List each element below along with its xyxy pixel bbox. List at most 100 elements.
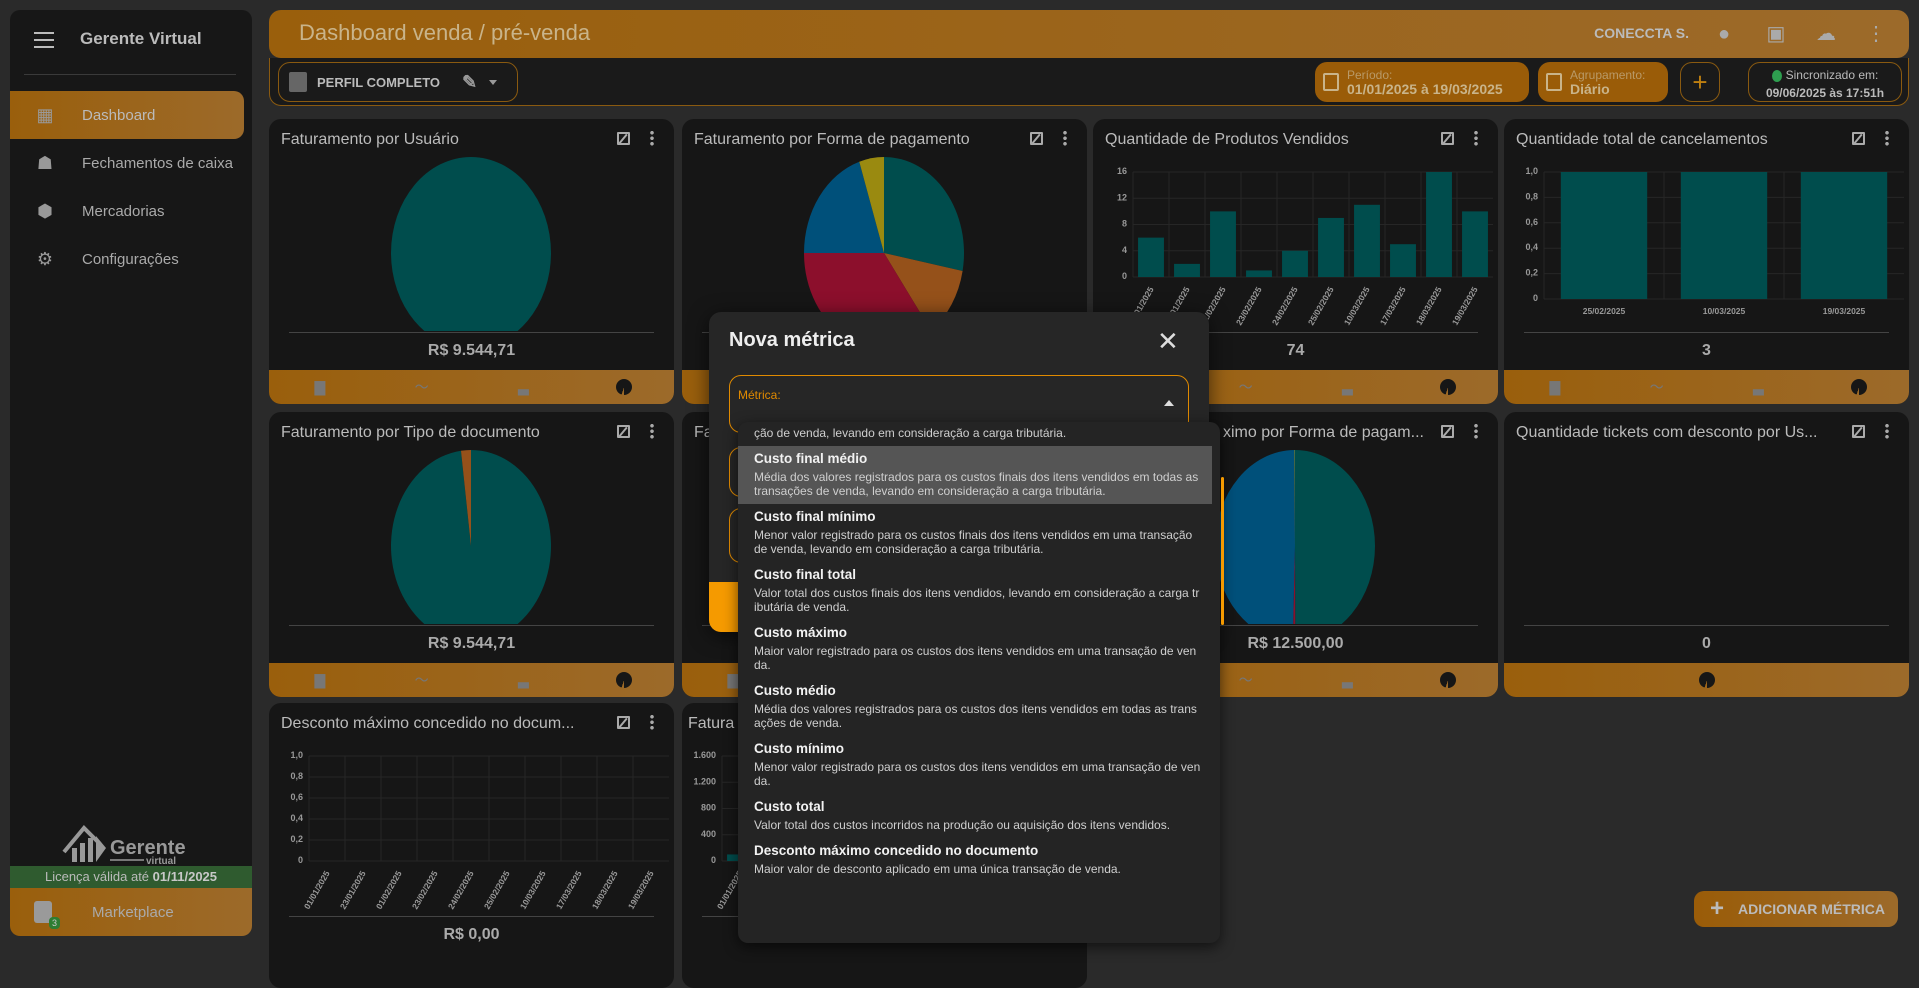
close-icon[interactable]: ✕ [1157, 326, 1179, 356]
add-button[interactable]: + [1680, 62, 1720, 102]
sync-value: 09/06/2025 às 17:51h [1765, 86, 1885, 100]
more-vert-icon[interactable] [650, 714, 654, 730]
user-settings-icon[interactable]: ● [1717, 23, 1731, 45]
y-tick-label: 800 [701, 803, 716, 813]
pie-slice[interactable] [1215, 450, 1295, 624]
pie-chart-icon[interactable] [616, 672, 633, 688]
cloud-sync-icon[interactable]: ☁ [1816, 23, 1836, 45]
line-chart-icon[interactable]: 〜 [1238, 379, 1253, 395]
add-metric-button[interactable]: + ADICIONAR MÉTRICA [1694, 891, 1898, 927]
bar[interactable] [1138, 237, 1164, 277]
more-vert-icon[interactable] [1474, 423, 1478, 439]
line-chart-icon[interactable]: 〜 [414, 379, 429, 395]
open-external-icon[interactable] [617, 425, 630, 438]
metric-option[interactable]: Custo final total Valor total dos custos … [738, 562, 1212, 620]
open-external-icon[interactable] [1441, 425, 1454, 438]
metric-option[interactable]: Custo total Valor total dos custos incorr… [738, 794, 1212, 838]
more-vert-icon[interactable] [1063, 130, 1067, 146]
pie-chart-icon[interactable] [1440, 379, 1457, 395]
pie-chart-icon[interactable] [1698, 672, 1715, 688]
pie-slice[interactable] [1293, 546, 1296, 624]
sidebar-item-dashboard[interactable]: ▦ Dashboard [10, 91, 244, 139]
pie-slice[interactable] [804, 253, 932, 331]
bar[interactable] [1246, 270, 1272, 277]
menu-icon[interactable] [34, 32, 54, 48]
marketplace-button[interactable]: 3 Marketplace [10, 888, 252, 936]
bar-chart-icon[interactable]: ▇ [314, 379, 326, 395]
open-external-icon[interactable] [617, 716, 630, 729]
bar[interactable] [1174, 263, 1200, 277]
pie-slice[interactable] [1295, 450, 1376, 624]
pie-slice[interactable] [884, 253, 963, 331]
metric-option[interactable]: Desconto máximo concedido no documento Ma… [738, 838, 1212, 882]
pie-chart-icon[interactable] [1851, 379, 1868, 395]
pie-chart-icon[interactable] [616, 379, 633, 395]
metric-card: Quantidade tickets com desconto por Us..… [1504, 412, 1909, 697]
bar[interactable] [1318, 217, 1344, 277]
pie-slice[interactable] [884, 157, 964, 271]
y-tick-label: 0,4 [290, 813, 303, 823]
bar-chart-icon[interactable]: ▇ [727, 672, 739, 688]
metric-option[interactable]: Custo mínimo Menor valor registrado para … [738, 736, 1212, 794]
bar[interactable] [1560, 172, 1648, 299]
bar[interactable] [1210, 211, 1236, 277]
chevron-down-icon[interactable] [489, 79, 498, 85]
y-tick-label: 1,0 [1525, 166, 1538, 176]
divider [289, 332, 654, 333]
bar[interactable] [1800, 172, 1888, 299]
sidebar-item-label: Configurações [82, 250, 179, 268]
hist-chart-icon[interactable]: ▃ [1341, 672, 1353, 688]
sidebar-item-configurações[interactable]: ⚙ Configurações [10, 235, 244, 283]
open-external-icon[interactable] [617, 132, 630, 145]
company-name[interactable]: CONECCTA S. [1594, 25, 1689, 41]
more-vert-icon[interactable] [650, 423, 654, 439]
bar-chart-icon[interactable]: ▇ [1549, 379, 1561, 395]
dropdown-scrollbar[interactable] [1221, 477, 1224, 625]
open-external-icon[interactable] [1030, 132, 1043, 145]
more-vert-icon[interactable]: ⋮ [1866, 23, 1886, 45]
period-button[interactable]: Período: 01/01/2025 à 19/03/2025 [1315, 62, 1529, 102]
hist-chart-icon[interactable]: ▃ [1752, 379, 1764, 395]
bar[interactable] [1282, 250, 1308, 277]
more-vert-icon[interactable] [1885, 423, 1889, 439]
hist-chart-icon[interactable]: ▃ [1341, 379, 1353, 395]
chevron-up-icon[interactable] [1164, 400, 1174, 406]
pie-chart-icon[interactable] [1440, 672, 1457, 688]
open-external-icon[interactable] [1852, 132, 1865, 145]
more-vert-icon[interactable] [1474, 130, 1478, 146]
chart-type-bar: ▇ 〜 ▃ [269, 663, 674, 697]
pie-slice[interactable] [1294, 450, 1295, 546]
bar[interactable] [1354, 204, 1380, 277]
hist-chart-icon[interactable]: ▃ [517, 672, 529, 688]
edit-icon[interactable]: ✎ [462, 71, 478, 92]
pie-slice[interactable] [391, 157, 551, 331]
pie-slice[interactable] [859, 157, 884, 253]
line-chart-icon[interactable]: 〜 [1649, 379, 1664, 395]
more-vert-icon[interactable] [650, 130, 654, 146]
metric-option[interactable]: Custo máximo Maior valor registrado para … [738, 620, 1212, 678]
hist-chart-icon[interactable]: ▃ [517, 379, 529, 395]
sidebar-item-mercadorias[interactable]: ⬢ Mercadorias [10, 187, 244, 235]
bar[interactable] [1390, 244, 1416, 277]
y-tick-label: 0 [711, 855, 716, 865]
bar-chart-icon[interactable]: ▇ [314, 672, 326, 688]
pie-slice[interactable] [804, 161, 884, 253]
store-settings-icon[interactable]: ▣ [1766, 23, 1786, 45]
metric-option[interactable]: Custo médio Média dos valores registrados… [738, 678, 1212, 736]
metric-option[interactable]: Custo final mínimo Menor valor registrado… [738, 504, 1212, 562]
pie-slice[interactable] [391, 450, 551, 624]
bar[interactable] [1462, 211, 1488, 277]
line-chart-icon[interactable]: 〜 [1238, 672, 1253, 688]
pie-slice[interactable] [460, 450, 471, 546]
profile-select[interactable]: PERFIL COMPLETO ✎ [278, 62, 518, 102]
sidebar-item-fechamentos-de-caixa[interactable]: ☗ Fechamentos de caixa [10, 139, 244, 187]
line-chart-icon[interactable]: 〜 [414, 672, 429, 688]
grouping-button[interactable]: Agrupamento: Diário [1538, 62, 1668, 102]
bar[interactable] [1426, 172, 1452, 277]
open-external-icon[interactable] [1852, 425, 1865, 438]
open-external-icon[interactable] [1441, 132, 1454, 145]
metric-option[interactable]: Custo final médio Média dos valores regis… [738, 446, 1212, 504]
grouping-value: Diário [1570, 81, 1610, 97]
more-vert-icon[interactable] [1885, 130, 1889, 146]
bar[interactable] [1680, 172, 1768, 299]
